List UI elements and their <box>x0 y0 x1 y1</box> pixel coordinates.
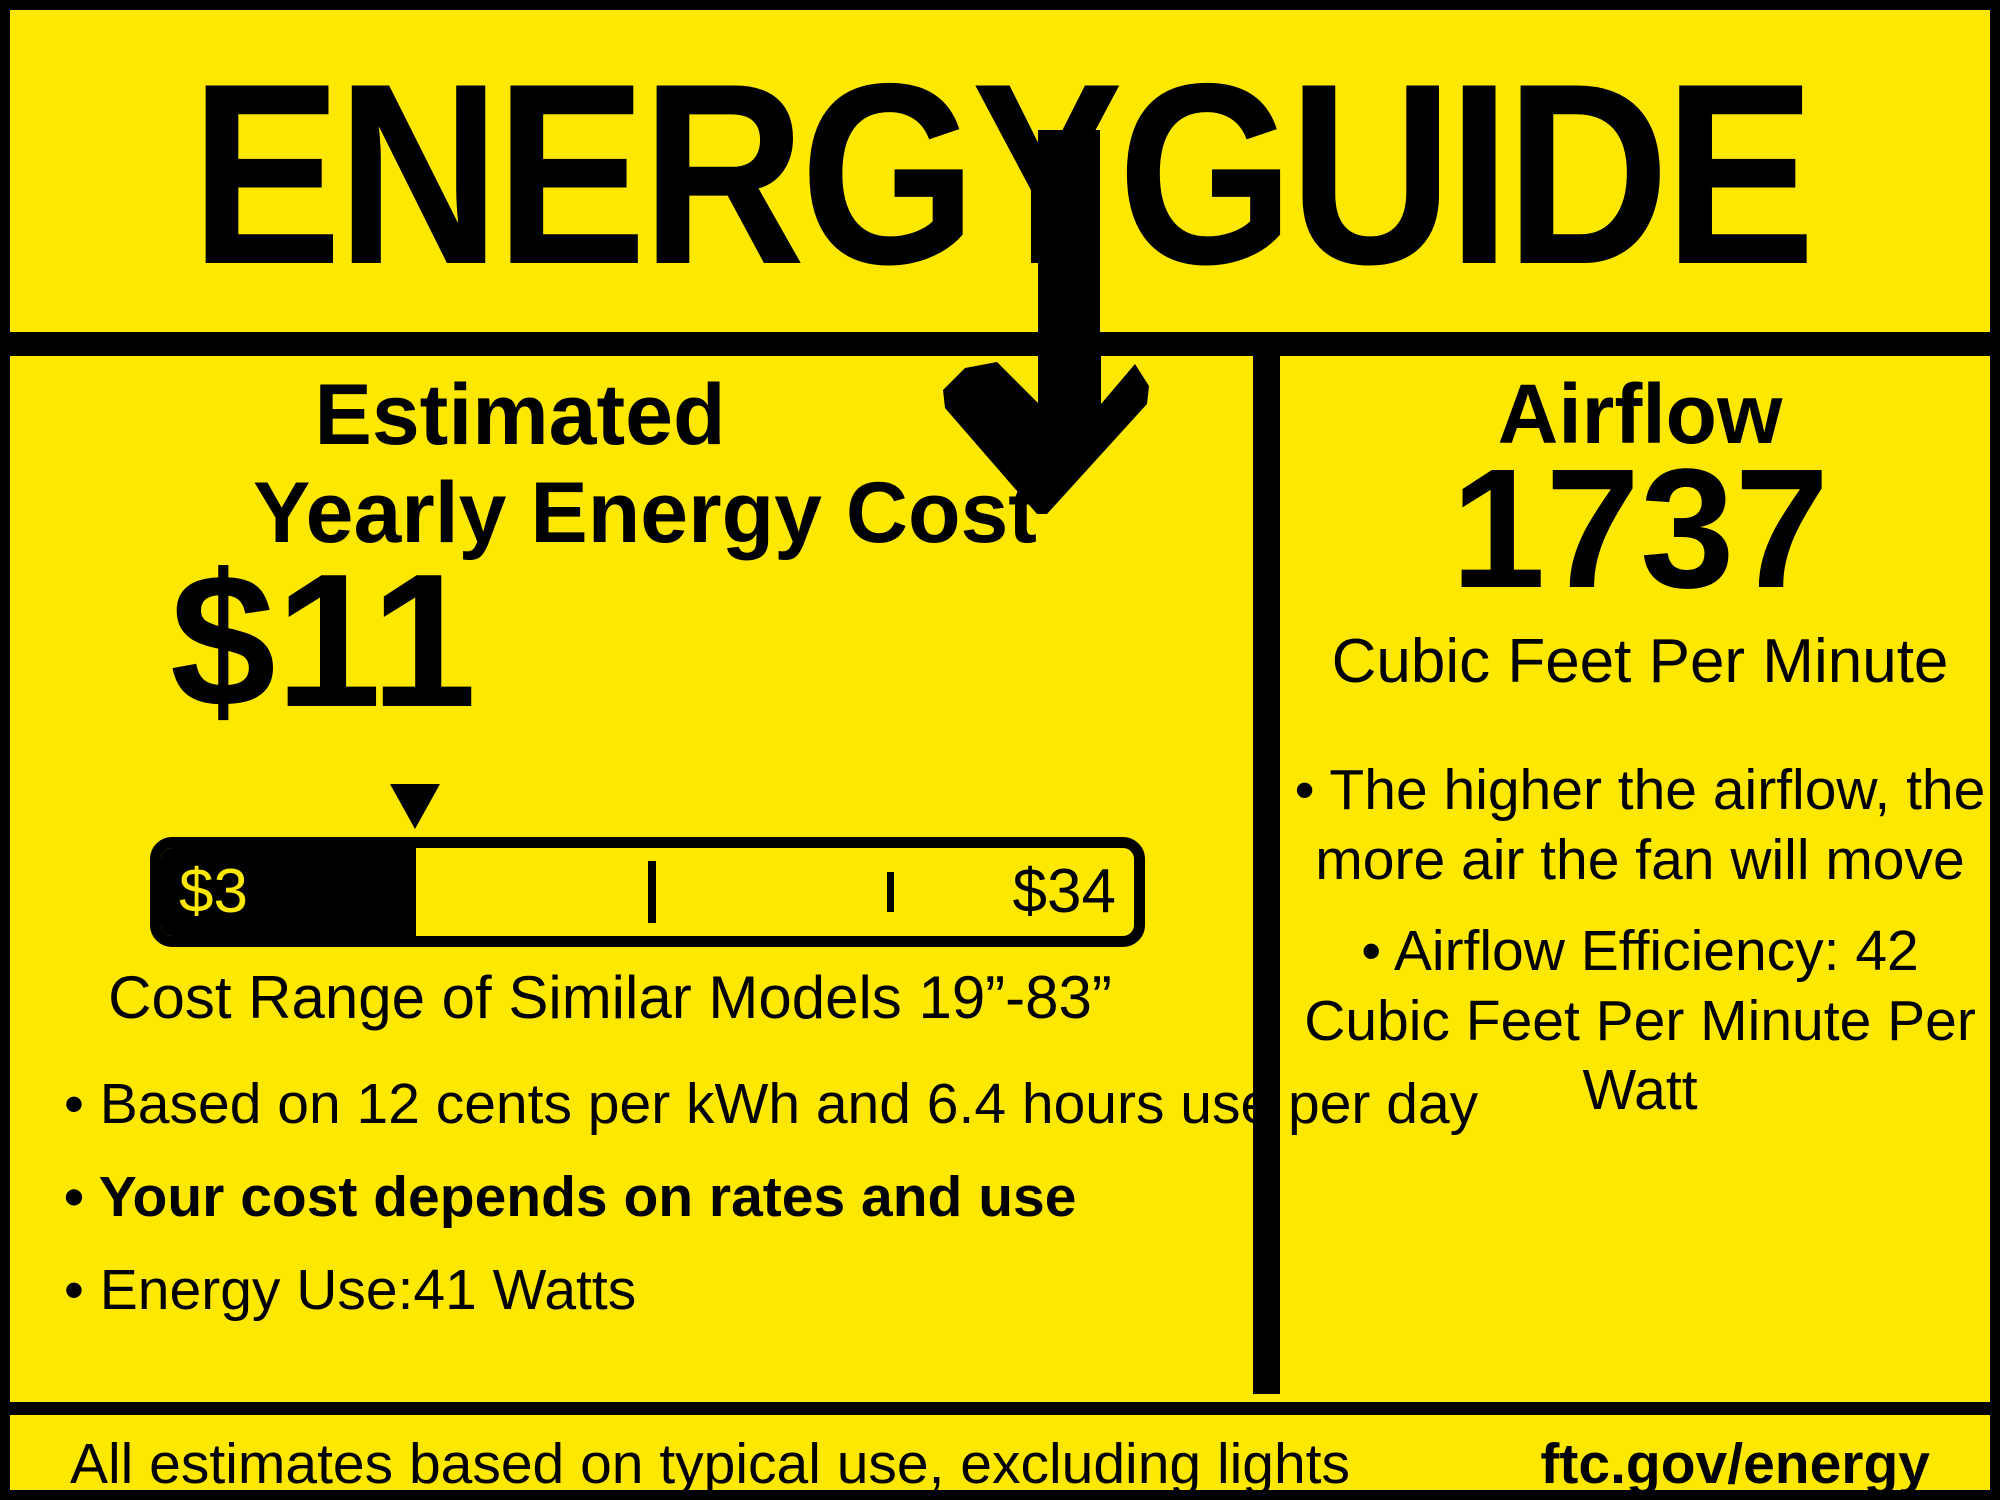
cost-position-marker-icon <box>390 784 440 829</box>
footer-note: All estimates based on typical use, excl… <box>70 1432 1351 1496</box>
list-item: • Airflow Efficiency: 42 Cubic Feet Per … <box>1304 919 1976 1123</box>
airflow-unit-label: Cubic Feet Per Minute <box>1331 627 1949 696</box>
cost-bullet-list: • Based on 12 cents per kWh and 6.4 hour… <box>64 1071 1479 1350</box>
airflow-bullet-list: • The higher the airflow, the more air t… <box>1290 756 1990 1148</box>
cost-heading-line1: Estimated <box>314 367 726 463</box>
label-header: ENERGYGUIDE <box>10 10 1990 332</box>
footer-divider <box>10 1402 1990 1415</box>
energy-cost-panel: Estimated Yearly Energy Cost $11 $3 $34 … <box>20 356 1479 1394</box>
cost-range-fill <box>161 848 416 936</box>
list-item: • Based on 12 cents per kWh and 6.4 hour… <box>64 1072 1479 1136</box>
airflow-value: 1737 <box>1450 434 1830 624</box>
list-item: • The higher the airflow, the more air t… <box>1294 758 1986 892</box>
list-item: • Your cost depends on rates and use <box>64 1165 1077 1229</box>
cost-range-tick-1 <box>648 861 657 923</box>
cost-range-bar: $3 $34 <box>150 837 1145 947</box>
cost-range-tick-2 <box>886 872 894 912</box>
cost-range-max-label: $34 <box>1012 857 1116 926</box>
list-item: • Energy Use:41 Watts <box>64 1258 637 1322</box>
cost-range-caption: Cost Range of Similar Models 19”-83” <box>108 964 1112 1031</box>
label-footer: All estimates based on typical use, excl… <box>10 1415 1990 1500</box>
cost-range-min-label: $3 <box>179 857 248 926</box>
airflow-title: Airflow <box>1497 367 1783 461</box>
ftc-energy-url[interactable]: ftc.gov/energy <box>1540 1432 1930 1496</box>
cost-heading-line2: Yearly Energy Cost <box>253 465 1037 561</box>
page-title: ENERGYGUIDE <box>190 28 1815 318</box>
estimated-yearly-cost-value: $11 <box>170 535 477 747</box>
header-divider <box>10 332 1990 356</box>
airflow-panel: Airflow 1737 Cubic Feet Per Minute • The… <box>1280 356 2000 1394</box>
panel-divider <box>1253 356 1280 1394</box>
arrow-head <box>935 342 1155 527</box>
